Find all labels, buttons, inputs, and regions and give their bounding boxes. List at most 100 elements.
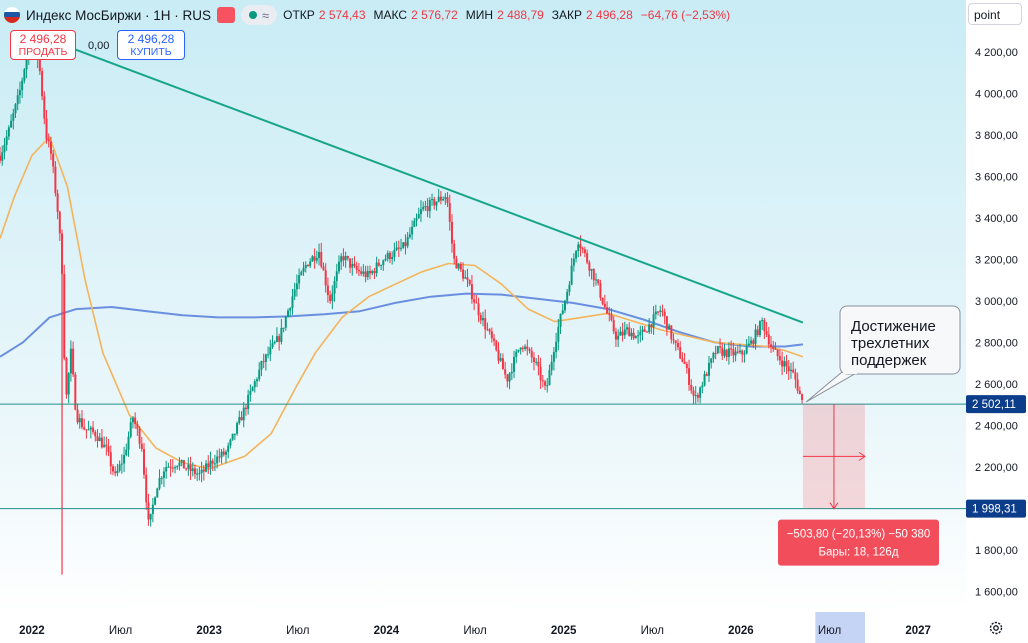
candle-body — [264, 354, 267, 362]
candle-body — [637, 335, 640, 337]
candle-body — [650, 324, 653, 328]
candle-body — [253, 381, 256, 388]
x-axis-highlight — [815, 612, 865, 643]
candle-body — [404, 242, 407, 247]
candle-body — [617, 335, 620, 340]
candle-body — [344, 256, 347, 261]
candle-body — [794, 372, 797, 380]
candle-body — [337, 261, 340, 272]
candle-body — [236, 423, 239, 434]
candle-body — [118, 464, 121, 471]
candle-body — [269, 347, 272, 355]
candle-body — [156, 488, 159, 498]
candle-body — [661, 310, 664, 312]
x-tick-label: Июл — [109, 625, 132, 637]
candle-body — [326, 285, 329, 296]
candle-body — [750, 340, 753, 344]
candle-body — [105, 444, 108, 447]
candle-body — [289, 308, 292, 311]
candle-body — [209, 460, 212, 468]
candle-body — [707, 362, 710, 376]
candle-body — [515, 351, 518, 357]
candle-body — [614, 331, 617, 340]
candle-body — [621, 331, 624, 336]
resistance-trendline[interactable] — [31, 32, 804, 324]
market-closed-badge[interactable] — [217, 7, 235, 23]
candle-body — [284, 316, 287, 328]
callout-box[interactable] — [839, 305, 961, 375]
candle-body — [743, 353, 746, 355]
candle-body — [114, 471, 117, 474]
scale-mode-button[interactable]: point — [968, 3, 1022, 25]
candle-body — [187, 464, 190, 469]
candle-body — [391, 256, 394, 260]
status-pill[interactable]: ≈ — [241, 5, 278, 25]
candle-body — [774, 348, 777, 350]
measure-tool[interactable]: −503,80 (−20,13%) −50 380 Бары: 18, 126д — [778, 404, 939, 566]
candle-body — [69, 348, 72, 374]
candle-body — [747, 343, 750, 346]
candle-body — [293, 289, 296, 297]
candle-body — [488, 329, 491, 332]
candle-body — [205, 463, 208, 472]
candle-body — [424, 206, 427, 208]
candle-body — [340, 256, 343, 262]
candle-body — [575, 251, 578, 259]
candle-body — [74, 374, 77, 410]
sell-button[interactable]: 2 496,28 ПРОДАТЬ — [10, 30, 76, 60]
candle-body — [52, 153, 55, 167]
candle-body — [798, 390, 801, 395]
candle-body — [561, 310, 564, 314]
candle-body — [510, 371, 513, 374]
candle-body — [200, 469, 203, 473]
x-tick-label: Июл — [286, 625, 309, 637]
candle-body — [783, 361, 786, 367]
candle-body — [712, 352, 715, 359]
candle-body — [685, 363, 688, 369]
candle-body — [645, 331, 648, 333]
candle-body — [641, 329, 644, 332]
candle-body — [362, 271, 365, 274]
candle-body — [568, 284, 571, 292]
candle-body — [249, 390, 252, 395]
candle-body — [530, 350, 533, 358]
buy-label: КУПИТЬ — [130, 46, 172, 58]
candle-body — [705, 374, 708, 376]
candle-body — [417, 214, 420, 219]
candle-body — [528, 349, 531, 351]
y-tick-label: 4 000,00 — [975, 88, 1018, 100]
candle-body — [227, 445, 230, 452]
candle-body — [176, 466, 179, 468]
candle-body — [287, 310, 290, 317]
x-tick-label: Июл — [818, 625, 841, 637]
candle-body — [318, 252, 321, 258]
symbol-title[interactable]: Индекс МосБиржи · 1Н · RUS — [26, 7, 211, 23]
candle-body — [302, 267, 305, 272]
trendline-layer[interactable] — [31, 32, 804, 324]
measure-info-box — [778, 519, 939, 566]
candle-body — [590, 269, 593, 271]
candle-body — [7, 127, 10, 137]
candle-body — [475, 302, 478, 304]
candle-body — [76, 409, 79, 423]
x-axis[interactable]: 2022 Июл 2023 Июл 2024 Июл 2025 Июл 2026 Июл 2027 — [0, 612, 1028, 643]
candle-body — [663, 311, 666, 317]
y-axis[interactable]: 4 400,004 200,004 000,003 800,003 600,00… — [966, 0, 1028, 643]
gear-icon[interactable] — [988, 620, 1004, 636]
candle-body — [630, 332, 633, 337]
horizontal-levels[interactable]: 2 502,11 1 998,31 — [0, 395, 1026, 518]
candle-body — [207, 463, 210, 468]
candle-body — [103, 444, 106, 448]
candle-body — [335, 271, 338, 282]
candle-body — [517, 349, 520, 352]
ohlc-values: ОТКР 2 574,43 МАКС 2 576,72 МИН 2 488,79… — [283, 8, 734, 22]
candle-body — [295, 283, 298, 290]
x-tick-label: 2027 — [905, 625, 931, 637]
buy-button[interactable]: 2 496,28 КУПИТЬ — [117, 30, 185, 60]
candle-body — [801, 394, 804, 400]
candle-body — [216, 456, 219, 464]
candle-body — [182, 460, 185, 469]
candle-body — [648, 324, 651, 333]
